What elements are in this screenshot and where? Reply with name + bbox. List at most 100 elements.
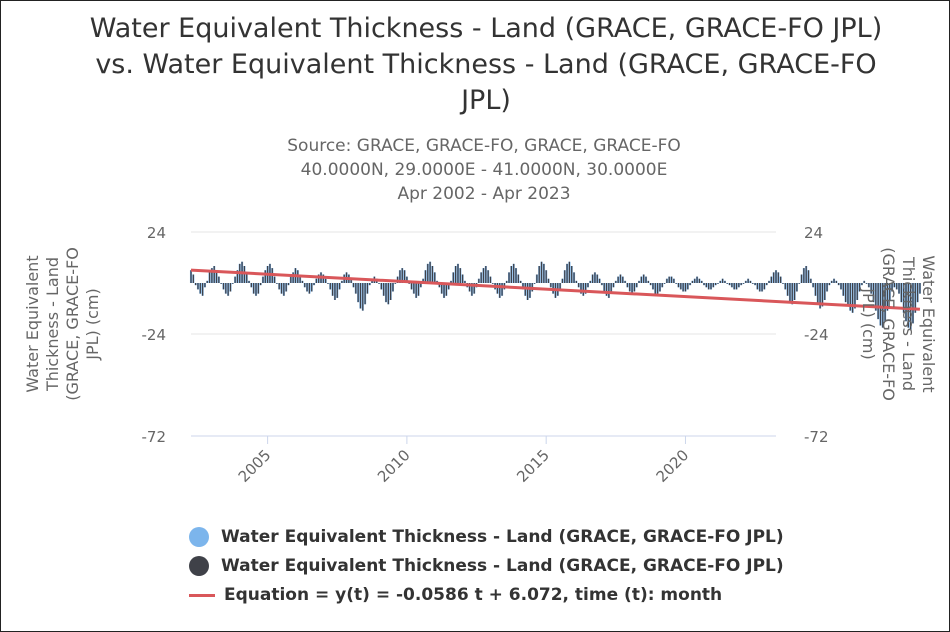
series-2-bar[interactable] [698,278,701,283]
series-2-bar[interactable] [299,274,301,284]
legend-item-series-2[interactable]: Water Equivalent Thickness - Land (GRACE… [189,553,784,579]
series-2-bar[interactable] [654,283,656,294]
series-2-bar[interactable] [394,283,396,284]
series-2-bar[interactable] [218,276,220,283]
series-2-bar[interactable] [225,283,227,294]
series-2-bar[interactable] [875,283,877,311]
series-2-bar[interactable] [775,270,777,283]
series-2-bar[interactable] [745,280,747,283]
series-2-bar[interactable] [749,280,752,283]
series-2-bar[interactable] [438,283,441,288]
series-2-bar[interactable] [325,278,327,283]
series-2-bar[interactable] [357,283,359,303]
series-2-bar[interactable] [768,280,770,283]
series-2-bar[interactable] [624,280,626,283]
series-2-bar[interactable] [810,278,812,283]
series-2-bar[interactable] [471,283,473,296]
series-2-bar[interactable] [673,278,675,283]
series-2-bar[interactable] [526,283,529,300]
series-2-bar[interactable] [276,283,278,284]
series-2-bar[interactable] [728,283,731,286]
series-2-bar[interactable] [870,283,872,294]
series-2-bar[interactable] [798,283,800,284]
series-2-bar[interactable] [313,283,315,286]
series-2-bar[interactable] [817,283,819,305]
series-2-bar[interactable] [364,283,366,305]
series-2-bar[interactable] [410,283,413,290]
series-2-bar[interactable] [192,274,194,284]
series-2-bar[interactable] [886,283,889,311]
series-2-bar[interactable] [489,276,492,283]
series-2-bar[interactable] [708,283,710,290]
series-2-bar[interactable] [227,283,229,296]
series-2-bar[interactable] [369,283,371,286]
series-2-bar[interactable] [877,283,879,320]
series-2-bar[interactable] [912,283,914,324]
series-2-bar[interactable] [318,274,320,284]
series-2-bar[interactable] [545,270,547,283]
series-2-bar[interactable] [359,283,362,309]
series-2-bar[interactable] [668,276,670,283]
series-2-bar[interactable] [812,283,814,288]
series-2-bar[interactable] [401,268,403,283]
series-2-bar[interactable] [385,283,387,303]
series-2-bar[interactable] [656,283,659,294]
series-2-bar[interactable] [800,274,803,284]
series-2-bar[interactable] [872,283,875,303]
series-2-bar[interactable] [849,283,851,311]
series-2-bar[interactable] [529,283,531,298]
series-2-bar[interactable] [735,283,738,290]
series-2-bar[interactable] [833,278,835,283]
series-2-bar[interactable] [666,278,668,283]
series-2-bar[interactable] [696,276,698,283]
series-2-bar[interactable] [229,283,232,292]
series-2-bar[interactable] [712,283,714,288]
series-2-bar[interactable] [645,276,647,283]
series-2-bar[interactable] [884,283,886,322]
series-2-bar[interactable] [450,280,452,283]
series-2-bar[interactable] [262,276,264,283]
series-2-bar[interactable] [406,276,408,283]
series-2-bar[interactable] [232,283,234,284]
series-2-bar[interactable] [327,283,329,284]
series-2-bar[interactable] [290,276,292,283]
series-2-bar[interactable] [596,274,598,284]
series-2-bar[interactable] [610,283,612,294]
series-2-bar[interactable] [791,283,793,305]
series-2-bar[interactable] [510,266,512,283]
series-2-bar[interactable] [719,280,721,283]
series-2-bar[interactable] [900,283,902,303]
series-2-bar[interactable] [473,283,475,294]
series-2-bar[interactable] [220,283,222,284]
series-2-bar[interactable] [863,280,865,283]
series-2-bar[interactable] [434,272,436,283]
series-2-bar[interactable] [784,283,786,290]
series-2-bar[interactable] [847,283,849,307]
series-2-bar[interactable] [517,274,519,284]
series-2-bar[interactable] [763,283,766,290]
series-2-bar[interactable] [236,270,239,283]
series-2-bar[interactable] [747,278,749,283]
series-2-bar[interactable] [331,283,334,296]
series-2-bar[interactable] [861,283,863,286]
series-2-bar[interactable] [550,283,552,288]
series-2-bar[interactable] [329,283,331,290]
series-2-bar[interactable] [824,283,826,300]
series-2-bar[interactable] [605,283,608,296]
series-2-bar[interactable] [408,283,410,284]
series-2-bar[interactable] [916,283,919,303]
series-2-bar[interactable] [561,278,564,283]
series-2-bar[interactable] [703,283,705,286]
series-2-bar[interactable] [919,283,921,294]
series-2-bar[interactable] [828,283,831,286]
legend-item-series-1[interactable]: Water Equivalent Thickness - Land (GRACE… [189,524,784,550]
series-2-bar[interactable] [352,283,355,288]
series-2-bar[interactable] [431,266,434,283]
series-2-bar[interactable] [717,283,719,284]
series-2-bar[interactable] [578,283,580,288]
series-2-bar[interactable] [478,278,480,283]
series-2-bar[interactable] [879,283,882,326]
series-2-bar[interactable] [496,283,499,294]
series-2-bar[interactable] [292,272,294,283]
series-2-bar[interactable] [204,283,206,288]
